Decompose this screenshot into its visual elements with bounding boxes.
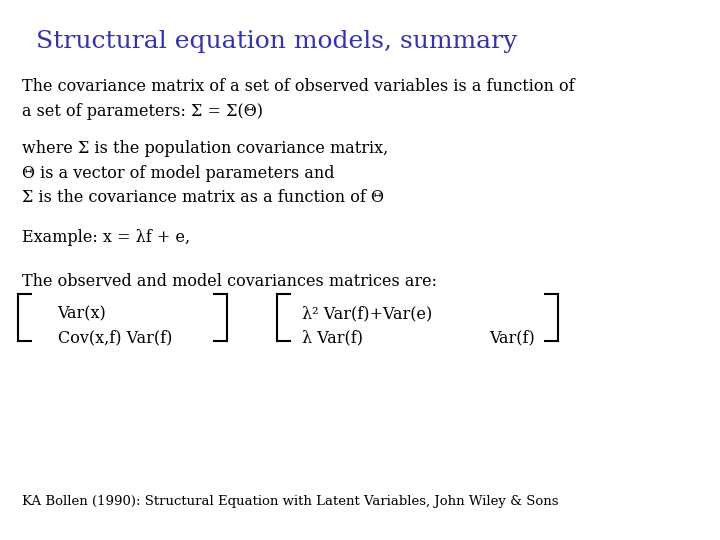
Text: Var(x): Var(x) <box>58 305 107 322</box>
Text: Θ is a vector of model parameters and: Θ is a vector of model parameters and <box>22 165 334 181</box>
Text: Example: x = λf + e,: Example: x = λf + e, <box>22 230 190 246</box>
Text: Cov(x,f) Var(f): Cov(x,f) Var(f) <box>58 329 172 346</box>
Text: λ Var(f): λ Var(f) <box>302 329 364 346</box>
Text: Var(f): Var(f) <box>490 329 536 346</box>
Text: Structural equation models, summary: Structural equation models, summary <box>36 30 518 53</box>
Text: where Σ is the population covariance matrix,: where Σ is the population covariance mat… <box>22 140 388 157</box>
Text: λ² Var(f)+Var(e): λ² Var(f)+Var(e) <box>302 305 433 322</box>
Text: a set of parameters: Σ = Σ(Θ): a set of parameters: Σ = Σ(Θ) <box>22 103 263 119</box>
Text: Σ is the covariance matrix as a function of Θ: Σ is the covariance matrix as a function… <box>22 189 384 206</box>
Text: The covariance matrix of a set of observed variables is a function of: The covariance matrix of a set of observ… <box>22 78 575 95</box>
Text: The observed and model covariances matrices are:: The observed and model covariances matri… <box>22 273 436 289</box>
Text: KA Bollen (1990): Structural Equation with Latent Variables, John Wiley & Sons: KA Bollen (1990): Structural Equation wi… <box>22 495 558 508</box>
